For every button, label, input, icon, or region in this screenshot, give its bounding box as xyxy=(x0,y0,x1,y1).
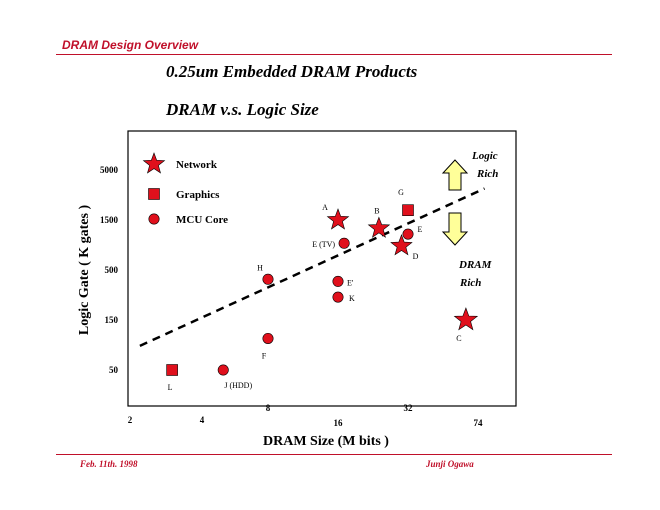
data-point-label: L xyxy=(168,383,173,392)
down-arrow-icon xyxy=(441,212,469,246)
y-tick-label: 5000 xyxy=(100,165,119,175)
legend-label: Network xyxy=(176,159,218,171)
y-tick-label: 1500 xyxy=(100,215,119,225)
data-point-star xyxy=(453,307,479,331)
footer-date: Feb. 11th. 1998 xyxy=(80,459,138,469)
data-point-circle xyxy=(338,237,350,249)
data-point-label: A xyxy=(322,203,328,212)
legend-marker-square xyxy=(148,188,160,200)
x-tick-label: 8 xyxy=(266,403,271,413)
page-title: 0.25um Embedded DRAM Products xyxy=(166,62,418,81)
data-point-square xyxy=(402,204,414,216)
y-tick-label: 150 xyxy=(105,315,119,325)
x-tick-label: 4 xyxy=(200,415,205,425)
x-tick-label: 74 xyxy=(474,418,484,428)
annotation-label: Rich xyxy=(476,168,498,180)
data-point-star xyxy=(367,216,391,238)
annotation-label: Rich xyxy=(459,277,481,289)
data-point-square xyxy=(166,364,178,376)
up-arrow-icon xyxy=(441,159,469,191)
plot-frame xyxy=(127,130,517,407)
data-point-label: C xyxy=(456,334,461,343)
trend-line xyxy=(139,187,486,347)
data-point-circle xyxy=(332,275,344,287)
footer-rule xyxy=(56,454,612,455)
data-point-label: H xyxy=(257,263,263,272)
footer-author: Junji Ogawa xyxy=(426,459,474,469)
x-tick-label: 2 xyxy=(128,415,133,425)
page-subtitle: DRAM v.s. Logic Size xyxy=(166,100,319,119)
data-point-label: F xyxy=(262,351,267,360)
legend-marker-star xyxy=(142,152,166,174)
data-point-label: G xyxy=(398,188,404,197)
data-point-circle xyxy=(402,228,414,240)
section-title: DRAM Design Overview xyxy=(62,38,199,52)
x-tick-label: 16 xyxy=(334,418,344,428)
legend-label: Graphics xyxy=(176,189,220,201)
data-point-star xyxy=(390,234,413,256)
data-point-label: B xyxy=(374,206,379,215)
data-point-label: D xyxy=(413,252,419,261)
data-point-label: E (TV) xyxy=(312,240,335,249)
data-point-label: E xyxy=(418,225,423,234)
data-point-circle xyxy=(262,273,274,285)
data-point-star xyxy=(326,208,350,230)
data-point-label: J (HDD) xyxy=(224,381,252,390)
legend-marker-circle xyxy=(148,213,160,225)
data-point-circle xyxy=(332,291,344,303)
x-axis-label: DRAM Size (M bits ) xyxy=(263,434,389,449)
annotation-label: Logic xyxy=(471,150,498,162)
data-point-circle xyxy=(262,332,274,344)
data-point-label: E' xyxy=(347,278,354,287)
x-tick-label: 32 xyxy=(404,403,414,413)
legend-label: MCU Core xyxy=(176,214,228,226)
header-rule xyxy=(56,54,612,55)
data-point-circle xyxy=(217,364,229,376)
data-point-label: K xyxy=(349,294,355,303)
y-tick-label: 50 xyxy=(109,365,119,375)
annotation-label: DRAM xyxy=(458,259,493,271)
y-axis-label: Logic Gate ( K gates ) xyxy=(77,205,92,336)
y-tick-label: 500 xyxy=(105,265,119,275)
